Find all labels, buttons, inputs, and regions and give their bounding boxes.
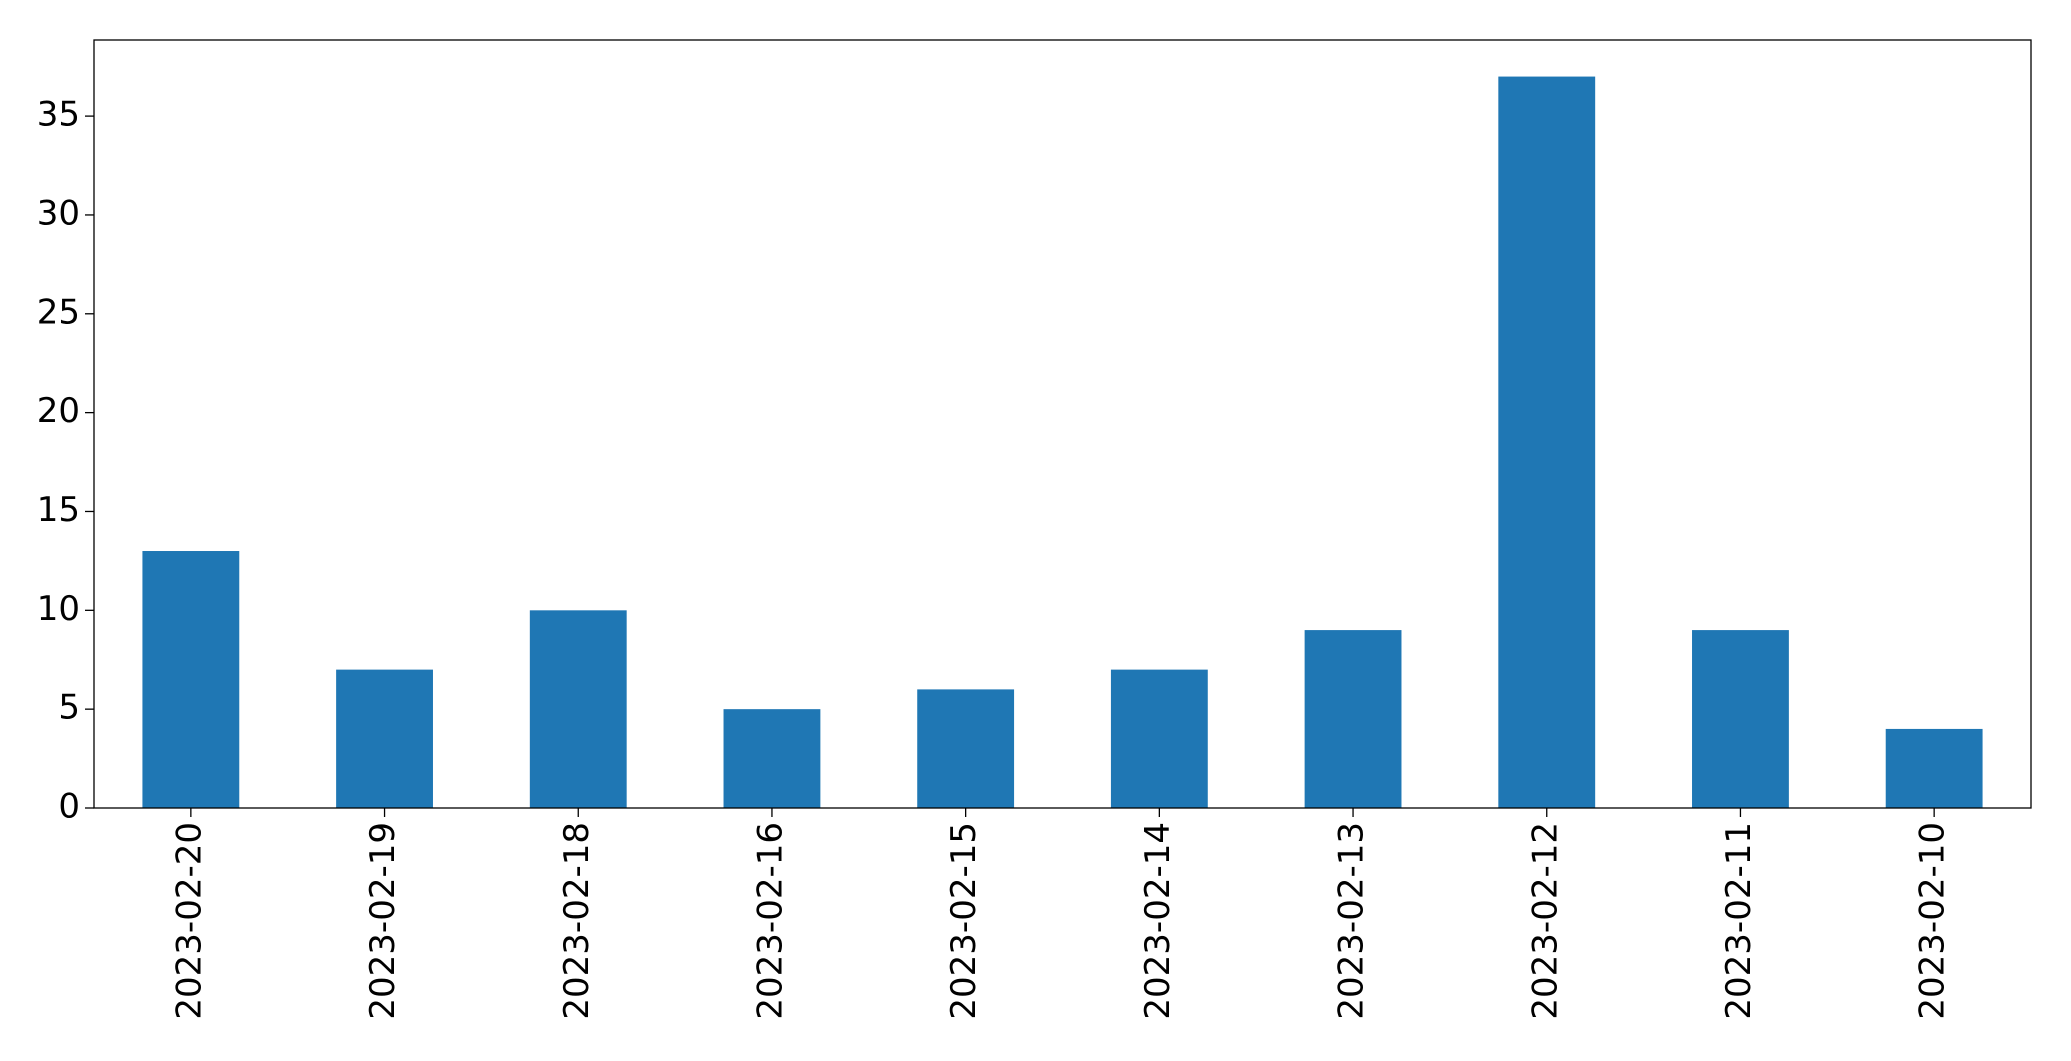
x-tick-label: 2023-02-15 bbox=[944, 822, 984, 1020]
y-tick-label: 0 bbox=[58, 787, 80, 827]
x-tick-label: 2023-02-12 bbox=[1525, 822, 1565, 1020]
bar bbox=[142, 551, 240, 808]
bar bbox=[1692, 630, 1789, 808]
y-tick-label: 35 bbox=[37, 95, 80, 135]
bar bbox=[1498, 76, 1596, 809]
y-tick-label: 30 bbox=[37, 193, 80, 233]
y-tick-label: 5 bbox=[58, 688, 80, 728]
bar bbox=[1110, 669, 1208, 808]
x-tick-label: 2023-02-13 bbox=[1332, 822, 1372, 1020]
x-tick-label: 2023-02-16 bbox=[750, 822, 790, 1020]
plot-frame bbox=[93, 39, 2032, 809]
y-tick-label: 20 bbox=[37, 391, 80, 431]
x-tick-label: 2023-02-10 bbox=[1913, 822, 1953, 1020]
x-tick-label: 2023-02-19 bbox=[363, 822, 403, 1020]
bar bbox=[1885, 728, 1983, 808]
y-tick-label: 15 bbox=[37, 490, 80, 530]
x-tick-label: 2023-02-18 bbox=[557, 822, 597, 1020]
x-tick-label: 2023-02-11 bbox=[1719, 822, 1759, 1020]
bar bbox=[723, 709, 821, 808]
y-tick-label: 10 bbox=[37, 589, 80, 629]
bar bbox=[529, 610, 627, 808]
bar bbox=[917, 689, 1015, 808]
x-tick-label: 2023-02-20 bbox=[169, 822, 209, 1020]
bar bbox=[1304, 630, 1402, 808]
y-tick-label: 25 bbox=[37, 292, 80, 332]
x-tick-label: 2023-02-14 bbox=[1138, 822, 1178, 1020]
bar bbox=[336, 669, 433, 808]
